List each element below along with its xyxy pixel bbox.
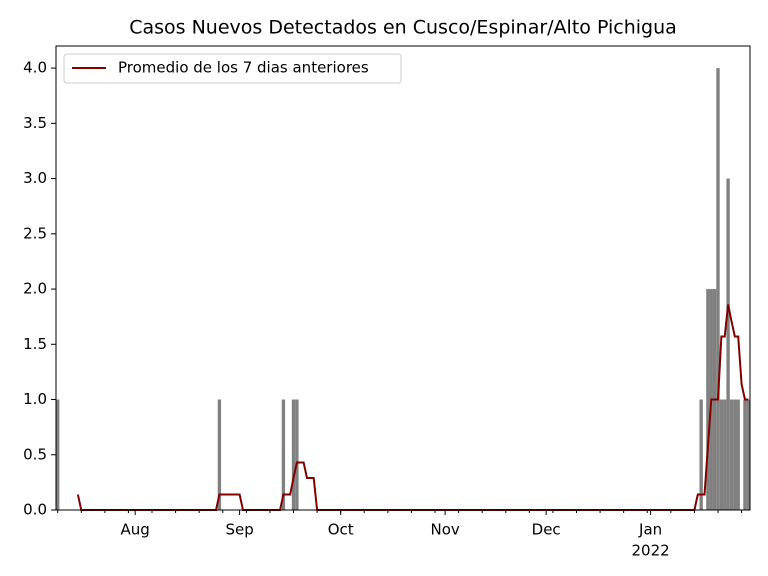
y-tick-label: 0.5 (23, 445, 47, 463)
y-tick-label: 4.0 (23, 59, 47, 77)
legend-box (63, 53, 402, 84)
y-tick-label: 3.0 (23, 169, 47, 187)
bar (723, 399, 727, 510)
bar (295, 399, 299, 510)
x-tick-label: Jan (638, 521, 662, 539)
x-tick-label: Sep (225, 521, 253, 539)
bar (706, 289, 710, 510)
x-year-label: 2022 (632, 542, 670, 560)
y-tick-label: 2.0 (23, 280, 47, 298)
bar (281, 399, 286, 510)
bar (733, 399, 737, 510)
bar (726, 178, 730, 511)
bar (736, 399, 740, 510)
bar (291, 399, 296, 510)
legend-label: Promedio de los 7 dias anteriores (118, 59, 369, 77)
y-tick-label: 0.0 (23, 501, 47, 519)
bar (716, 68, 720, 510)
bar (743, 399, 747, 510)
bar (699, 399, 703, 510)
bar (746, 399, 750, 510)
y-tick-label: 2.5 (23, 224, 47, 242)
chart-title: Casos Nuevos Detectados en Cusco/Espinar… (129, 17, 677, 39)
y-tick-label: 1.0 (23, 390, 47, 408)
plot-frame (55, 45, 751, 511)
x-tick-label: Aug (121, 521, 150, 539)
x-tick-label: Nov (430, 521, 459, 539)
y-tick-label: 3.5 (23, 114, 47, 132)
bar (729, 399, 734, 510)
x-tick-label: Oct (328, 521, 354, 539)
bar (56, 399, 60, 510)
bar (719, 399, 724, 510)
bar (217, 399, 222, 510)
x-tick-label: Dec (532, 521, 561, 539)
y-tick-label: 1.5 (23, 335, 47, 353)
